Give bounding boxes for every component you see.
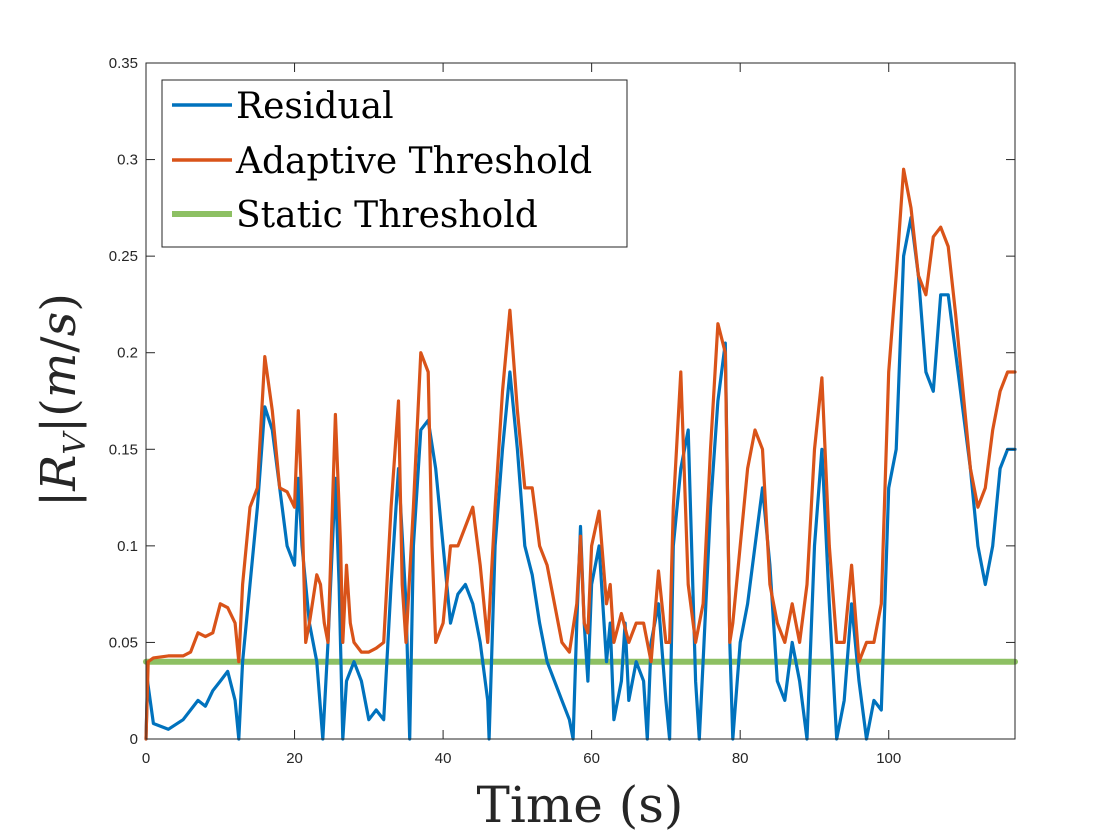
legend-box [161, 79, 628, 248]
y-tick-label: 0.3 [117, 152, 138, 169]
legend: Residual Adaptive Threshold Static Thres… [161, 79, 628, 248]
x-tick-label: 60 [583, 750, 600, 767]
x-tick-label: 80 [732, 750, 749, 767]
series-lines [143, 167, 1018, 741]
x-tick-label: 20 [286, 750, 303, 767]
y-label-bar-open: | [31, 491, 87, 507]
y-label-close: ) [31, 293, 87, 312]
legend-label-residual: Residual [236, 86, 394, 127]
x-axis-ticks: 0 20 40 60 80 100 [142, 63, 901, 767]
y-tick-label: 0.2 [117, 345, 138, 362]
legend-label-static-threshold: Static Threshold [236, 195, 538, 236]
y-label-subscript: V [58, 430, 93, 455]
x-tick-label: 100 [876, 750, 901, 767]
y-tick-label: 0.35 [109, 55, 138, 72]
y-tick-label: 0.15 [109, 441, 138, 458]
y-axis-ticks: 0 0.05 0.1 0.15 0.2 0.25 0.3 0.35 [109, 55, 1015, 748]
legend-label-adaptive-threshold: Adaptive Threshold [235, 141, 592, 182]
axes-box [145, 62, 1016, 740]
y-tick-label: 0.05 [109, 634, 138, 651]
y-label-slash: / [31, 336, 87, 353]
y-tick-label: 0.1 [117, 538, 138, 555]
svg-text:|RV|(m/s): |RV|(m/s) [31, 293, 93, 507]
y-label-m: m [31, 353, 87, 399]
y-label-r: R [31, 455, 87, 492]
y-label-s: s [31, 312, 87, 337]
x-axis-label: Time (s) [477, 776, 684, 834]
x-tick-label: 0 [142, 750, 150, 767]
x-tick-label: 40 [435, 750, 452, 767]
y-tick-label: 0 [130, 731, 138, 748]
y-axis-label: |RV|(m/s) [31, 293, 93, 507]
y-tick-label: 0.25 [109, 248, 138, 265]
y-label-bar-paren: |( [31, 398, 87, 433]
series-line-adaptive-threshold [144, 167, 1017, 741]
